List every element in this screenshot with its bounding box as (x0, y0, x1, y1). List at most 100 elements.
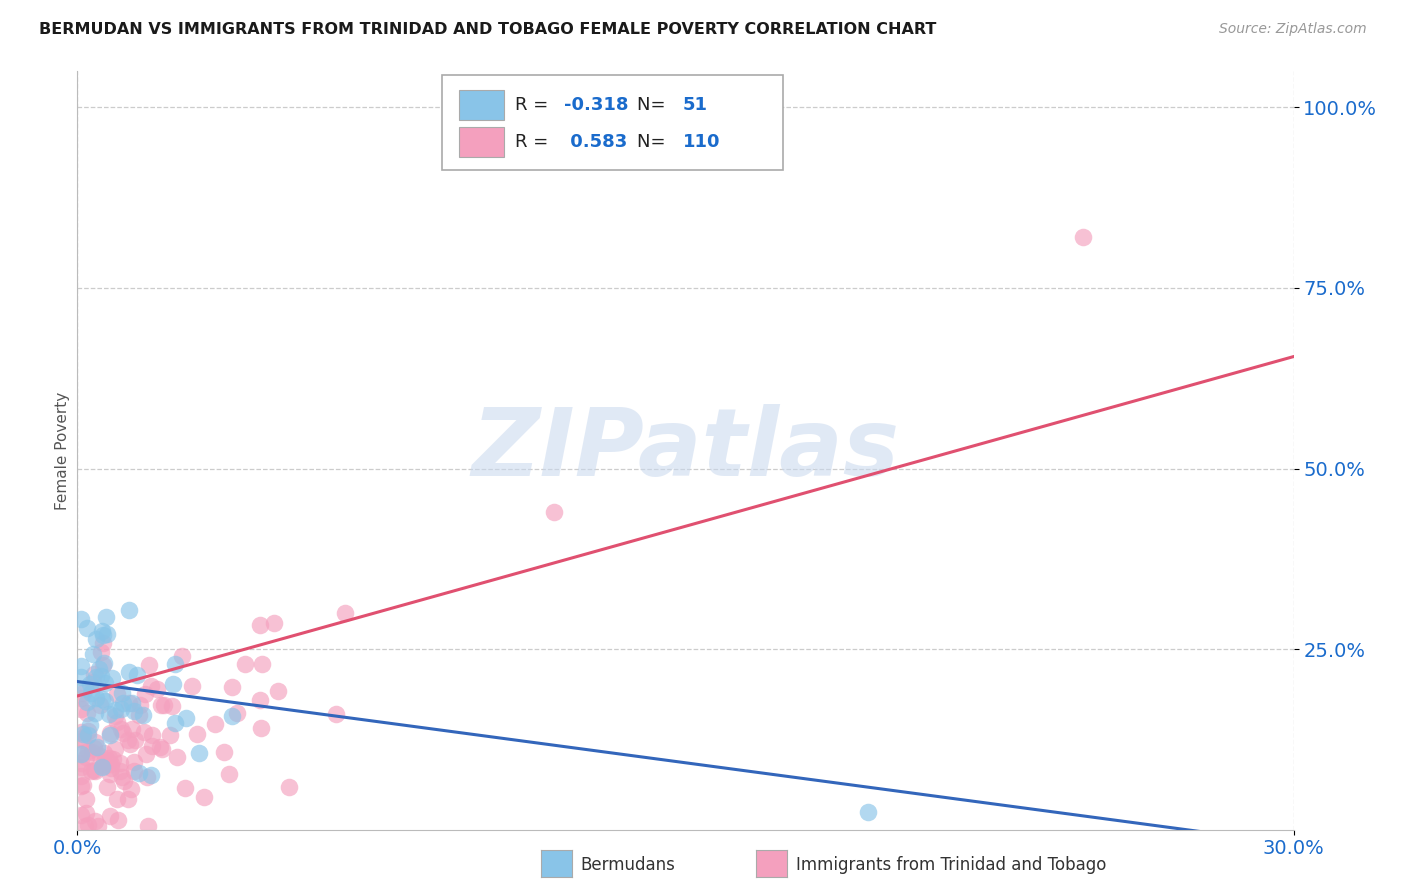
Point (108, 764, 131, 778)
Point (75, 749, 97, 764)
Text: R =: R = (515, 133, 554, 151)
Point (70, 670, 93, 684)
Point (117, 792, 139, 806)
Point (121, 696, 143, 710)
Point (70, 747, 93, 761)
Point (117, 732, 139, 747)
Point (112, 696, 135, 710)
Point (139, 768, 162, 782)
Point (121, 723, 143, 737)
Point (110, 722, 132, 736)
Point (89, 698, 111, 713)
Text: 110: 110 (683, 133, 720, 151)
Point (90, 692, 112, 706)
Point (134, 687, 156, 701)
Point (97, 707, 120, 722)
Point (141, 739, 163, 753)
Point (267, 684, 290, 698)
Point (96, 753, 118, 767)
Point (75, 792, 97, 806)
Point (124, 733, 146, 747)
Point (84, 734, 107, 748)
Point (325, 706, 347, 721)
Point (96, 780, 118, 794)
Point (75, 681, 97, 695)
Point (79, 718, 101, 732)
Point (135, 747, 157, 761)
Point (76, 695, 98, 709)
Point (93, 747, 115, 761)
Point (111, 771, 134, 785)
Y-axis label: Female Poverty: Female Poverty (55, 392, 70, 509)
Point (84, 690, 107, 705)
Point (86, 740, 108, 755)
Point (98, 725, 121, 739)
Point (80, 745, 103, 759)
Point (83, 666, 105, 681)
Text: 51: 51 (683, 95, 709, 113)
Point (170, 648, 193, 663)
Point (252, 657, 274, 671)
Text: Bermudans: Bermudans (581, 856, 675, 874)
Point (70, 769, 93, 783)
Text: Source: ZipAtlas.com: Source: ZipAtlas.com (1219, 22, 1367, 37)
Point (77, 728, 100, 742)
Text: N=: N= (637, 133, 671, 151)
Point (138, 658, 160, 673)
Point (100, 761, 122, 775)
FancyBboxPatch shape (460, 127, 505, 157)
Point (84, 814, 107, 828)
Point (83, 741, 105, 756)
Point (90, 669, 112, 683)
Point (150, 698, 173, 712)
Point (79, 677, 101, 691)
Point (120, 737, 142, 751)
Point (72, 726, 94, 740)
Point (543, 505, 565, 519)
Point (94, 675, 117, 690)
Point (128, 698, 150, 713)
Point (100, 809, 122, 823)
Point (70, 746, 93, 760)
Point (72, 686, 94, 700)
Point (105, 792, 128, 806)
Text: Immigrants from Trinidad and Tobago: Immigrants from Trinidad and Tobago (796, 856, 1107, 874)
Point (70, 659, 93, 673)
Point (70, 731, 93, 745)
Point (162, 677, 184, 691)
Point (174, 711, 197, 725)
Point (72, 778, 94, 792)
Point (249, 693, 271, 707)
Point (1071, 230, 1094, 244)
Point (249, 618, 271, 632)
Point (79, 764, 101, 778)
Point (93, 656, 115, 670)
Point (76, 621, 98, 635)
Text: -0.318: -0.318 (564, 95, 628, 113)
Point (104, 709, 127, 723)
Point (226, 706, 249, 721)
Point (278, 780, 301, 795)
Point (87, 819, 110, 833)
Point (263, 616, 285, 631)
Point (84, 670, 107, 684)
Point (93, 758, 115, 772)
Point (70, 756, 93, 771)
Text: BERMUDAN VS IMMIGRANTS FROM TRINIDAD AND TOBAGO FEMALE POVERTY CORRELATION CHART: BERMUDAN VS IMMIGRANTS FROM TRINIDAD AND… (39, 22, 936, 37)
Point (212, 745, 235, 759)
Point (98, 729, 121, 743)
Point (75, 805, 97, 820)
Point (141, 728, 163, 742)
Point (132, 724, 155, 739)
Point (128, 707, 150, 722)
Point (149, 739, 172, 754)
Point (218, 767, 240, 781)
Point (84, 632, 107, 646)
Point (93, 755, 115, 769)
Point (125, 668, 148, 682)
Point (104, 742, 127, 756)
Point (91, 636, 114, 650)
FancyBboxPatch shape (441, 75, 783, 170)
Point (77, 744, 100, 758)
Point (163, 716, 186, 731)
